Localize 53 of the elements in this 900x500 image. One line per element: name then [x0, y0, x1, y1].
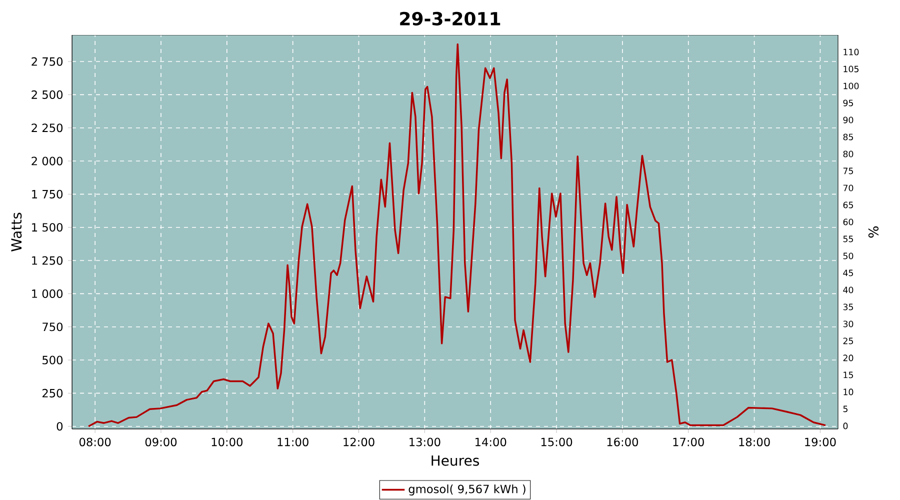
y2-tick-label: 40 — [843, 286, 854, 294]
y2-tick-label: 30 — [843, 320, 854, 328]
y2-tick-label: 0 — [843, 422, 848, 430]
x-axis-title: Heures — [432, 455, 480, 466]
x-tick-label: 17:00 — [673, 438, 704, 446]
legend-label: gmosol( 9,567 kWh ) — [408, 484, 526, 496]
x-tick-label: 18:00 — [739, 438, 770, 446]
y2-tick-label: 25 — [843, 338, 853, 344]
y2-tick-label: 80 — [843, 150, 854, 158]
y2-tick-label: 85 — [843, 134, 853, 140]
y2-tick-label: 10 — [844, 388, 854, 396]
y2-tick-label: 65 — [843, 202, 853, 208]
y-tick-label: 750 — [42, 322, 63, 332]
x-tick-label: 14:00 — [476, 438, 506, 446]
y-axis-title: Watts — [11, 212, 22, 252]
x-tick-label: 12:00 — [344, 438, 374, 446]
y2-tick-label: 45 — [843, 270, 853, 276]
y2-tick-label: 60 — [843, 218, 854, 226]
y2-tick-label: 15 — [844, 372, 853, 378]
x-tick-label: 10:00 — [212, 438, 242, 446]
y-tick-label: 1 500 — [32, 223, 63, 232]
y2-tick-label: 5 — [843, 406, 848, 412]
y-tick-label: 1 000 — [32, 289, 63, 298]
x-tick-label: 11:00 — [278, 438, 308, 446]
y-tick-label: 2 750 — [32, 57, 63, 66]
chart-title: 29-3-2011 — [400, 12, 500, 26]
x-tick-label: 15:00 — [541, 438, 572, 446]
y2-tick-label: 110 — [844, 48, 859, 56]
y2-tick-label: 95 — [843, 100, 853, 106]
line-series — [88, 43, 826, 428]
y2-tick-label: 100 — [844, 82, 859, 90]
y2-tick-label: 70 — [843, 184, 854, 192]
x-tick-label: 16:00 — [607, 438, 638, 446]
y-tick-label: 0 — [56, 422, 63, 431]
y2-tick-label: 55 — [843, 236, 853, 242]
y-tick-label: 1 750 — [32, 190, 63, 198]
y2-tick-label: 105 — [844, 66, 858, 72]
y-tick-label: 1 250 — [32, 256, 63, 265]
x-tick-label: 19:00 — [805, 438, 836, 446]
y-tick-label: 2 500 — [32, 90, 63, 99]
y2-tick-label: 20 — [843, 354, 854, 362]
y-tick-label: 500 — [42, 356, 63, 364]
x-tick-label: 13:00 — [410, 438, 440, 446]
y2-tick-label: 50 — [843, 252, 854, 260]
x-tick-label: 09:00 — [145, 438, 177, 446]
y2-tick-label: 75 — [843, 168, 853, 174]
y2-tick-label: 35 — [843, 304, 853, 310]
y-tick-label: 2 000 — [32, 156, 63, 166]
y-tick-label: 2 250 — [32, 124, 63, 132]
y2-tick-label: 90 — [843, 116, 854, 124]
x-tick-label: 08:00 — [79, 438, 111, 446]
y2-axis-title: % — [868, 226, 879, 238]
y-tick-label: 250 — [42, 388, 63, 398]
